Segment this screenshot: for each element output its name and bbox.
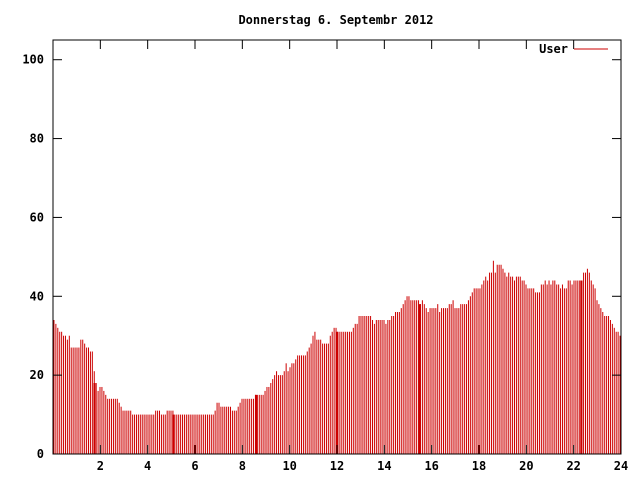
y-tick-label: 100	[22, 53, 44, 67]
x-tick-label: 14	[377, 459, 391, 473]
y-tick-label: 0	[37, 447, 44, 461]
x-tick-label: 4	[144, 459, 151, 473]
x-tick-label: 10	[282, 459, 296, 473]
chart-title: Donnerstag 6. Septembr 2012	[238, 13, 433, 27]
x-tick-label: 2	[97, 459, 104, 473]
y-tick-label: 80	[30, 132, 44, 146]
x-tick-label: 6	[191, 459, 198, 473]
x-axis: 2 4 6 8 10 12 14 16 18 20 22 24	[97, 40, 628, 473]
y-tick-label: 20	[30, 368, 44, 382]
x-tick-label: 24	[614, 459, 628, 473]
y-axis: 0 20 40 60 80 100	[22, 53, 621, 461]
x-tick-label: 16	[424, 459, 438, 473]
highlight-bars	[93, 280, 583, 454]
x-tick-label: 20	[519, 459, 533, 473]
x-tick-label: 18	[472, 459, 486, 473]
x-tick-label: 12	[330, 459, 344, 473]
x-tick-label: 22	[566, 459, 580, 473]
x-tick-label: 8	[239, 459, 246, 473]
legend-label-user: User	[539, 42, 568, 56]
y-tick-label: 60	[30, 210, 44, 224]
legend: User	[539, 42, 608, 56]
y-tick-label: 40	[30, 289, 44, 303]
